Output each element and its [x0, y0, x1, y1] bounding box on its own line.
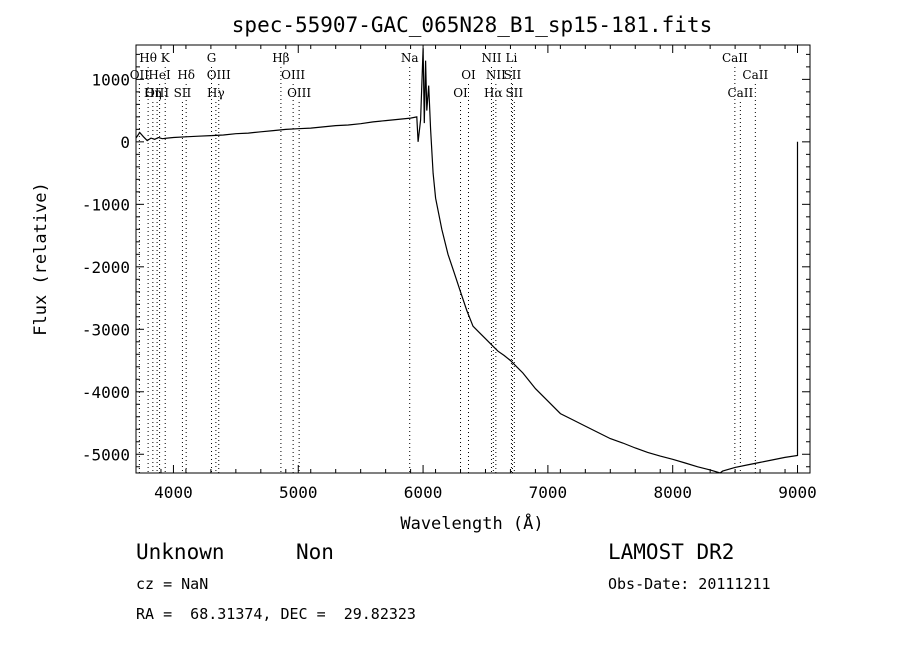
spectral-line-markers [138, 67, 756, 473]
x-tick-label: 4000 [154, 483, 193, 502]
y-tick-label: 0 [120, 133, 130, 152]
spectral-line-label: OIII [287, 86, 311, 100]
spectral-line-label: NII [481, 51, 501, 65]
spectral-line-label: SII [174, 86, 192, 100]
object-class: Unknown [136, 540, 225, 564]
spectral-line-label: HeI [148, 68, 171, 82]
axis-ticks: 4000 5000 6000 7000 8000 900010000-1000-2000-… [82, 45, 817, 502]
y-tick-label: -4000 [82, 383, 130, 402]
spectral-line-label: NII [486, 68, 506, 82]
y-tick-label: -2000 [82, 258, 130, 277]
y-tick-label: -1000 [82, 195, 130, 214]
spectral-line-label: G [207, 51, 217, 65]
spectral-line-label: OIII [207, 68, 231, 82]
spectral-line-labels: Hθ OII OIII HeI Hη K Hδ SII G OIII Hγ Hβ OIII OIII Na O… [130, 51, 769, 100]
spectral-line-label: SII [505, 86, 523, 100]
observation-date: Obs-Date: 20111211 [608, 575, 771, 593]
spectral-line-label: OI [453, 86, 468, 100]
spectral-line-label: CaII [727, 86, 753, 100]
x-axis-label: Wavelength (Å) [400, 512, 543, 534]
spectrum-line [135, 48, 799, 474]
spectral-line-label: OI [461, 68, 476, 82]
object-subclass: Non [296, 540, 334, 564]
spectral-line-label: Hβ [272, 51, 289, 65]
spectral-line-label: CaII [742, 68, 768, 82]
spectral-line-label: OIII [145, 86, 169, 100]
y-tick-label: -3000 [82, 320, 130, 339]
spectral-line-label: OII [130, 68, 150, 82]
spectral-line-label: K [161, 51, 171, 65]
y-axis-label: Flux (relative) [31, 182, 51, 336]
spectral-line-label: OIII [281, 68, 305, 82]
x-tick-label: 6000 [404, 483, 443, 502]
plot-frame [135, 44, 811, 474]
spectral-line-label: SII [504, 68, 522, 82]
spectral-line-label: Li [506, 51, 518, 65]
x-tick-label: 8000 [653, 483, 692, 502]
x-tick-label: 9000 [778, 483, 817, 502]
x-tick-label: 5000 [279, 483, 318, 502]
redshift-cz: cz = NaN [136, 575, 208, 593]
spectral-line-label: Hγ [207, 86, 225, 100]
x-tick-label: 7000 [529, 483, 568, 502]
survey-name: LAMOST DR2 [608, 540, 734, 564]
spectral-line-label: Hα [484, 86, 503, 100]
spectral-line-label: Hδ [177, 68, 195, 82]
y-tick-label: 1000 [91, 70, 130, 89]
spectral-line-label: Na [401, 51, 419, 65]
y-tick-label: -5000 [82, 445, 130, 464]
spectral-line-label: Hθ [139, 51, 157, 65]
spectral-line-label: CaII [722, 51, 748, 65]
spectral-line-label: Hη [144, 86, 162, 100]
coordinates: RA = 68.31374, DEC = 29.82323 [136, 605, 416, 623]
chart-title: spec-55907-GAC_065N28_B1_sp15-181.fits [232, 13, 712, 37]
